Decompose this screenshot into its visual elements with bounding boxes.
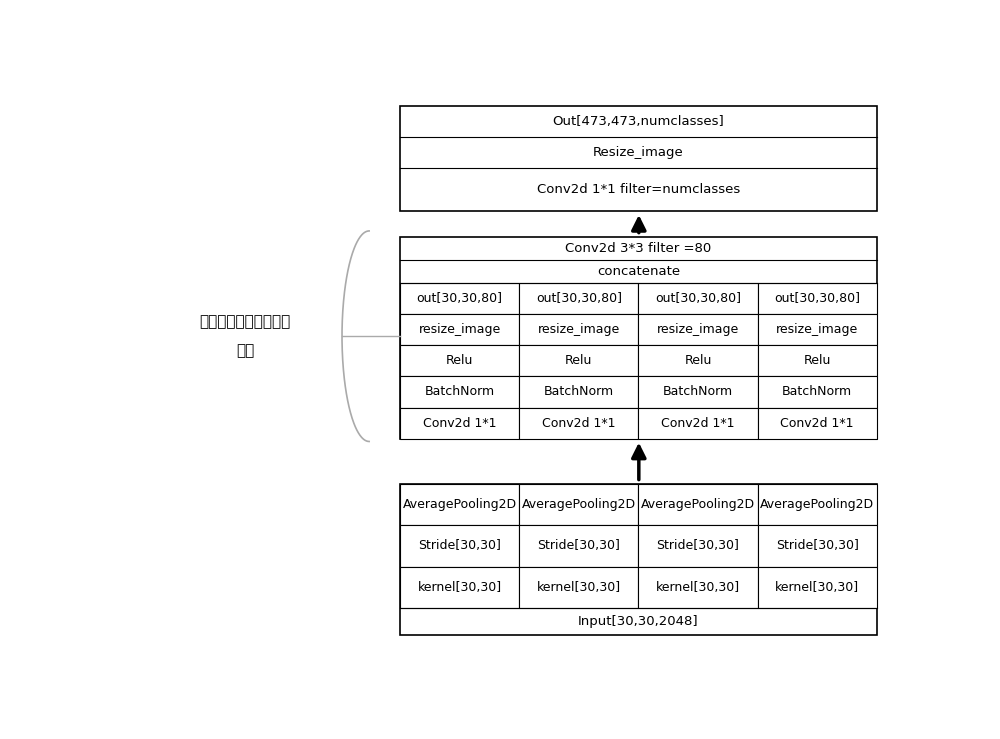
Text: 模块: 模块 xyxy=(236,343,254,358)
Text: Conv2d 3*3 filter =80: Conv2d 3*3 filter =80 xyxy=(565,242,712,255)
Text: resize_image: resize_image xyxy=(419,323,501,336)
Text: BatchNorm: BatchNorm xyxy=(663,386,733,398)
Bar xyxy=(638,567,758,607)
Text: kernel[30,30]: kernel[30,30] xyxy=(656,581,740,593)
Bar xyxy=(638,484,758,525)
Bar xyxy=(519,567,638,607)
Bar xyxy=(400,283,519,314)
Text: concatenate: concatenate xyxy=(597,265,680,278)
Text: AveragePooling2D: AveragePooling2D xyxy=(522,498,636,511)
Bar xyxy=(758,283,877,314)
Text: Relu: Relu xyxy=(684,355,712,367)
Bar xyxy=(758,525,877,567)
Text: out[30,30,80]: out[30,30,80] xyxy=(536,292,622,305)
Text: Stride[30,30]: Stride[30,30] xyxy=(776,539,859,553)
Bar xyxy=(758,567,877,607)
Text: Conv2d 1*1: Conv2d 1*1 xyxy=(423,417,496,429)
Bar xyxy=(519,407,638,439)
Bar xyxy=(400,484,519,525)
Bar xyxy=(519,376,638,407)
Bar xyxy=(400,314,519,345)
Text: Relu: Relu xyxy=(446,355,473,367)
Text: Conv2d 1*1: Conv2d 1*1 xyxy=(542,417,616,429)
Text: out[30,30,80]: out[30,30,80] xyxy=(417,292,503,305)
Bar xyxy=(638,283,758,314)
Text: resize_image: resize_image xyxy=(538,323,620,336)
Text: kernel[30,30]: kernel[30,30] xyxy=(418,581,502,593)
Bar xyxy=(638,376,758,407)
Bar xyxy=(758,407,877,439)
Text: AveragePooling2D: AveragePooling2D xyxy=(641,498,755,511)
Bar xyxy=(758,484,877,525)
Bar xyxy=(400,345,519,376)
Text: Out[473,473,numclasses]: Out[473,473,numclasses] xyxy=(553,115,724,128)
Text: Input[30,30,2048]: Input[30,30,2048] xyxy=(578,615,699,628)
Text: out[30,30,80]: out[30,30,80] xyxy=(655,292,741,305)
Text: kernel[30,30]: kernel[30,30] xyxy=(537,581,621,593)
Text: Relu: Relu xyxy=(803,355,831,367)
Text: Conv2d 1*1 filter=numclasses: Conv2d 1*1 filter=numclasses xyxy=(537,183,740,196)
Text: Conv2d 1*1: Conv2d 1*1 xyxy=(661,417,735,429)
Text: AveragePooling2D: AveragePooling2D xyxy=(403,498,517,511)
Bar xyxy=(519,484,638,525)
Text: AveragePooling2D: AveragePooling2D xyxy=(760,498,874,511)
Bar xyxy=(519,314,638,345)
Text: Resize_image: Resize_image xyxy=(593,146,684,159)
Bar xyxy=(519,283,638,314)
Text: Relu: Relu xyxy=(565,355,593,367)
Text: Stride[30,30]: Stride[30,30] xyxy=(537,539,620,553)
Bar xyxy=(638,407,758,439)
Bar xyxy=(400,525,519,567)
Text: BatchNorm: BatchNorm xyxy=(544,386,614,398)
Bar xyxy=(519,525,638,567)
Text: Stride[30,30]: Stride[30,30] xyxy=(657,539,739,553)
Text: out[30,30,80]: out[30,30,80] xyxy=(774,292,860,305)
Text: BatchNorm: BatchNorm xyxy=(425,386,495,398)
Bar xyxy=(638,345,758,376)
Bar xyxy=(638,525,758,567)
Bar xyxy=(400,407,519,439)
Bar xyxy=(400,106,877,211)
Bar xyxy=(400,567,519,607)
Bar xyxy=(758,376,877,407)
Text: 金字塔自适应平均池化: 金字塔自适应平均池化 xyxy=(200,315,291,330)
Bar xyxy=(400,376,519,407)
Text: resize_image: resize_image xyxy=(657,323,739,336)
Bar xyxy=(758,345,877,376)
Bar xyxy=(638,314,758,345)
Bar xyxy=(400,484,877,635)
Bar xyxy=(758,314,877,345)
Text: Stride[30,30]: Stride[30,30] xyxy=(418,539,501,553)
Bar xyxy=(400,236,877,439)
Text: kernel[30,30]: kernel[30,30] xyxy=(775,581,859,593)
Text: BatchNorm: BatchNorm xyxy=(782,386,852,398)
Text: resize_image: resize_image xyxy=(776,323,858,336)
Text: Conv2d 1*1: Conv2d 1*1 xyxy=(780,417,854,429)
Bar xyxy=(519,345,638,376)
